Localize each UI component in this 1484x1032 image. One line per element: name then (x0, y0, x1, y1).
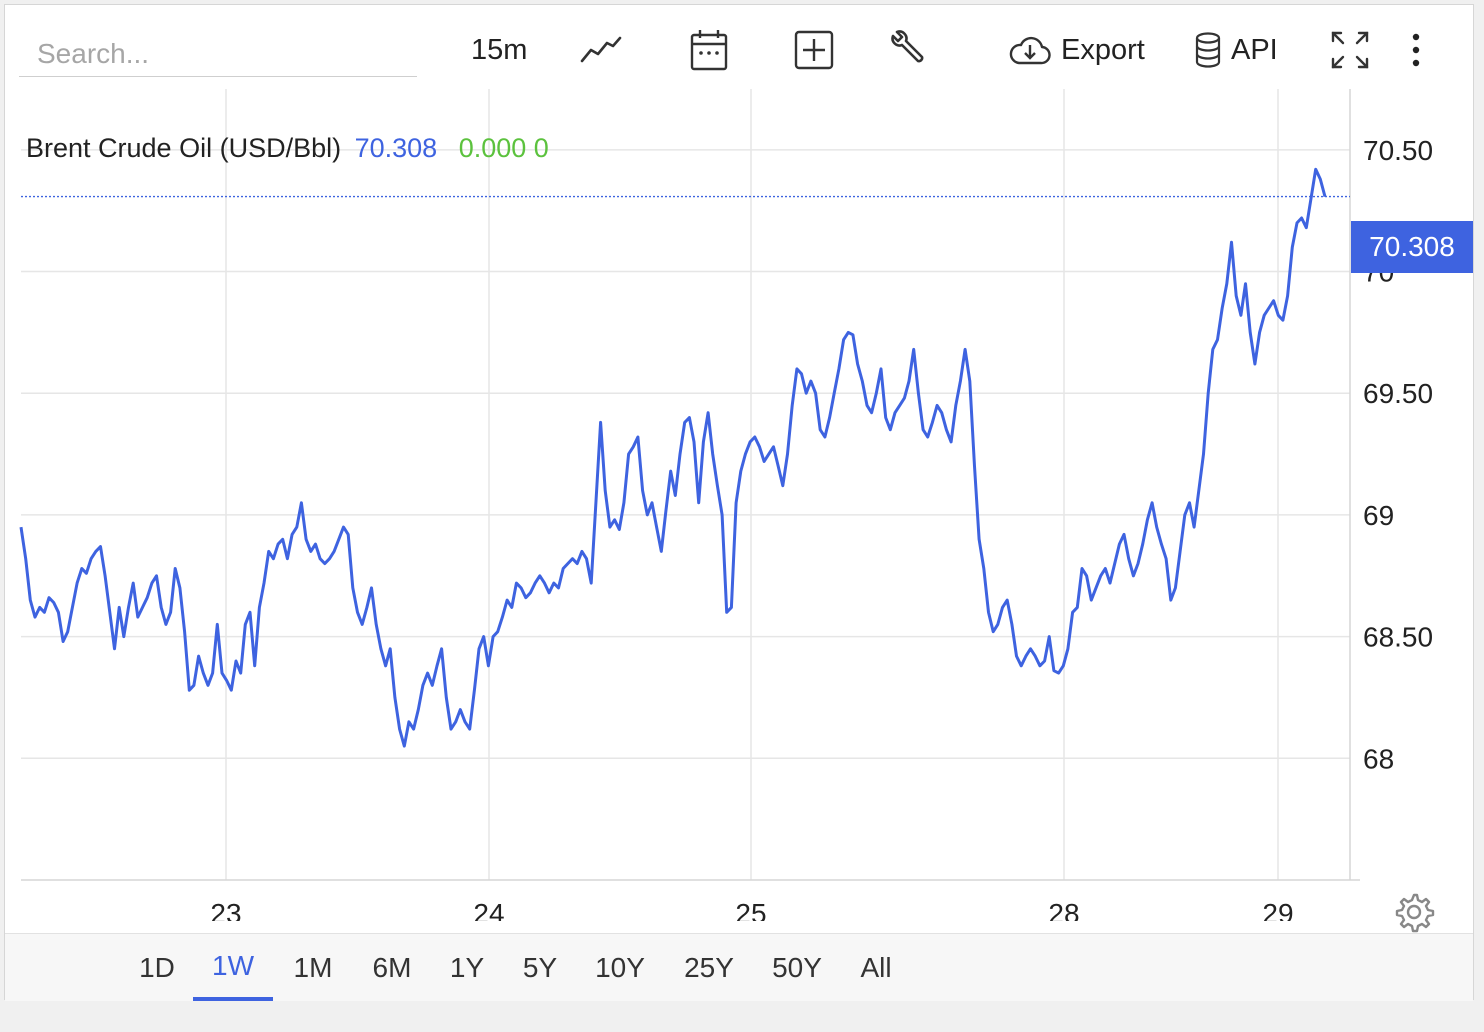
legend-series-name: Brent Crude Oil (USD/Bbl) (26, 133, 342, 163)
x-axis-labels: 23 24 25 28 29 (210, 898, 1293, 921)
range-button-10y[interactable]: 10Y (595, 951, 645, 983)
add-indicator-button[interactable] (794, 25, 834, 75)
export-label: Export (1061, 33, 1145, 66)
range-button-6m[interactable]: 6M (372, 951, 412, 983)
x-tick-label: 29 (1262, 898, 1293, 921)
range-button-25y[interactable]: 25Y (684, 951, 734, 983)
gear-icon (1393, 893, 1435, 937)
x-tick-label: 24 (473, 898, 504, 921)
range-selector: 1D 1W 1M 6M 1Y 5Y 10Y 25Y 50Y All (5, 933, 1473, 1001)
y-tick-label: 68 (1363, 743, 1394, 774)
api-label: API (1231, 33, 1278, 66)
y-tick-label: 69 (1363, 500, 1394, 531)
vertical-grid (225, 89, 1279, 880)
series-points (21, 169, 1325, 746)
line-chart-icon (579, 33, 623, 67)
interval-selector[interactable]: 15m (471, 25, 527, 75)
legend-last-value: 70.308 (354, 133, 438, 163)
export-button[interactable]: Export (1007, 25, 1145, 75)
cloud-download-icon (1007, 33, 1053, 67)
fullscreen-button[interactable] (1329, 25, 1371, 75)
search-input[interactable] (19, 31, 417, 77)
more-vertical-icon (1409, 30, 1423, 70)
x-tick-label: 23 (210, 898, 241, 921)
chart-type-button[interactable] (579, 25, 623, 75)
range-button-1d[interactable]: 1D (139, 951, 175, 983)
range-button-50y[interactable]: 50Y (772, 951, 822, 983)
toolbar: 15m Export (5, 5, 1473, 89)
chart-settings-button[interactable] (1393, 891, 1435, 938)
y-tick-label: 70.50 (1363, 135, 1433, 166)
settings-tools-button[interactable] (887, 25, 927, 75)
last-price-tag: 70.308 (1351, 221, 1473, 273)
range-button-all[interactable]: All (860, 951, 892, 983)
legend-change: 0.000 0 (458, 133, 549, 163)
price-series-line (19, 167, 1327, 748)
interval-label: 15m (471, 33, 528, 66)
y-tick-label: 68.50 (1363, 622, 1433, 653)
series-legend: Brent Crude Oil (USD/Bbl) 70.308 0.000 0 (26, 133, 549, 164)
more-options-button[interactable] (1409, 25, 1423, 75)
x-tick-label: 25 (735, 898, 766, 921)
y-tick-label: 69.50 (1363, 378, 1433, 409)
range-button-1m[interactable]: 1M (293, 951, 333, 983)
api-button[interactable]: API (1193, 25, 1278, 75)
range-button-5y[interactable]: 5Y (522, 951, 558, 983)
horizontal-grid (21, 149, 1350, 760)
chart-widget: 15m Export (4, 4, 1474, 1001)
range-button-1y[interactable]: 1Y (449, 951, 485, 983)
x-tick-label: 28 (1048, 898, 1079, 921)
add-icon (794, 30, 834, 70)
range-button-1w[interactable]: 1W (193, 934, 273, 1001)
fullscreen-icon (1329, 29, 1371, 71)
database-icon (1193, 31, 1223, 69)
wrench-icon (887, 30, 927, 70)
calendar-icon (689, 28, 729, 72)
date-range-button[interactable] (689, 25, 729, 75)
